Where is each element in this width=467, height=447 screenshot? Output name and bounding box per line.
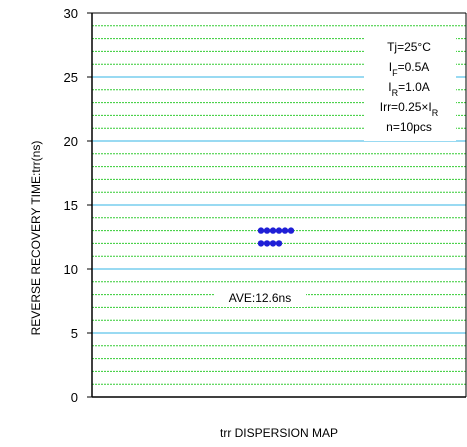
- data-point: [287, 227, 295, 234]
- y-axis-title: REVERSE RECOVERY TIME:trr(ns): [29, 141, 43, 336]
- condition-line: n=10pcs: [386, 120, 432, 134]
- data-points: [257, 227, 295, 247]
- data-point: [281, 227, 289, 234]
- data-point: [263, 227, 271, 234]
- condition-line: Irr=0.25×IR: [380, 100, 439, 118]
- data-point: [275, 227, 283, 234]
- y-tick-label: 0: [71, 390, 78, 405]
- average-label-bg: [214, 287, 306, 307]
- average-label: AVE:12.6ns: [229, 291, 291, 305]
- data-point: [257, 240, 265, 247]
- y-tick-label: 30: [64, 6, 78, 21]
- y-tick-label: 5: [71, 326, 78, 341]
- condition-line: IR=1.0A: [388, 80, 430, 98]
- conditions-box-bg: [364, 33, 456, 141]
- condition-line: Tj=25°C: [387, 40, 431, 54]
- data-point: [269, 240, 277, 247]
- y-tick-label: 20: [64, 134, 78, 149]
- y-tick-label: 15: [64, 198, 78, 213]
- y-tick-label: 10: [64, 262, 78, 277]
- data-point: [263, 240, 271, 247]
- y-tick-label: 25: [64, 70, 78, 85]
- y-tick-labels: 0 5 10 15 20 25 30: [64, 6, 92, 405]
- x-axis-title: trr DISPERSION MAP: [220, 426, 338, 440]
- data-point: [269, 227, 277, 234]
- condition-line: IF=0.5A: [389, 60, 430, 78]
- data-point: [257, 227, 265, 234]
- data-point: [275, 240, 283, 247]
- annotations: AVE:12.6ns Tj=25°C IF=0.5A IR=1.0A Irr=0.25×…: [214, 33, 456, 307]
